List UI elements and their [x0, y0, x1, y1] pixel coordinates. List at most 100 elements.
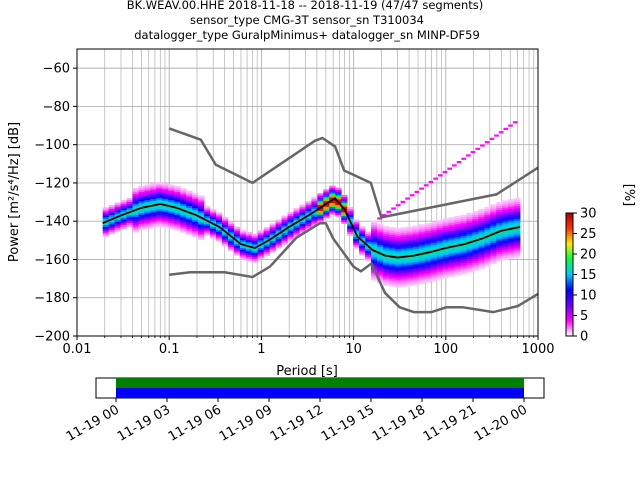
heatmap-cell	[245, 247, 253, 250]
heatmap-cell	[311, 197, 318, 200]
heatmap-cell	[102, 226, 109, 229]
heatmap-cell	[430, 275, 437, 278]
heatmap-cell	[382, 275, 390, 279]
heatmap-cell	[442, 248, 449, 252]
heatmap-cell	[317, 200, 324, 204]
heatmap-cell	[293, 227, 300, 230]
heatmap-cell	[132, 201, 139, 204]
heatmap-cell	[466, 247, 473, 250]
heatmap-cell	[210, 230, 217, 233]
heatmap-cell	[108, 206, 115, 210]
heatmap-cell	[371, 264, 378, 268]
heatmap-cell	[114, 225, 121, 228]
heatmap-cell	[365, 256, 372, 259]
heatmap-cell	[448, 247, 455, 250]
heatmap-cell	[323, 204, 330, 207]
timeline-tick-label: 11-19 06	[166, 402, 224, 444]
heatmap-cell	[341, 212, 348, 215]
heatmap-cell	[174, 210, 181, 214]
heatmap-cell	[454, 215, 461, 219]
heatmap-cell	[150, 185, 157, 188]
heatmap-cell	[323, 206, 330, 209]
heatmap-cell	[281, 221, 288, 224]
heatmap-cell	[269, 232, 276, 236]
heatmap-cell	[156, 210, 163, 214]
heatmap-cell	[341, 198, 348, 201]
heatmap-cell	[317, 197, 324, 200]
heatmap-cell	[496, 221, 503, 224]
heatmap-cell	[353, 240, 360, 243]
heatmap-cell	[502, 202, 509, 205]
heatmap-cell	[132, 193, 139, 196]
heatmap-cell	[448, 240, 455, 243]
heatmap-cell	[484, 214, 491, 217]
heatmap-cell	[150, 208, 157, 211]
heatmap-cell	[508, 223, 515, 227]
heatmap-cell	[186, 200, 193, 203]
heatmap-cell	[192, 234, 199, 238]
heatmap-cell	[108, 231, 115, 235]
heatmap-cell	[281, 219, 288, 222]
heatmap-cell	[132, 212, 139, 216]
heatmap-cell	[233, 243, 241, 246]
heatmap-cell	[478, 228, 485, 231]
heatmap-cell	[514, 207, 521, 210]
low-noise-model-line	[169, 222, 538, 314]
heatmap-cell	[162, 217, 169, 220]
heatmap-cell	[138, 214, 145, 217]
heatmap-cell	[162, 183, 169, 186]
heatmap-cell	[263, 244, 270, 247]
colorbar-tick-label: 5	[580, 309, 588, 324]
heatmap-cell	[430, 223, 437, 226]
heatmap-cell	[341, 221, 348, 224]
heatmap-cell	[478, 218, 485, 221]
heatmap-cell	[168, 188, 175, 191]
heatmap-cell	[418, 266, 426, 269]
heatmap-cell	[460, 256, 467, 260]
heatmap-cell	[448, 255, 455, 258]
heatmap-cell	[436, 244, 443, 248]
heatmap-cell	[490, 231, 497, 234]
heatmap-cell	[502, 230, 509, 234]
heatmap-cell	[466, 228, 473, 231]
heatmap-cell	[162, 206, 169, 209]
heatmap-cell	[388, 259, 396, 262]
heatmap-cell	[406, 251, 414, 254]
heatmap-cell	[281, 223, 288, 226]
heatmap-cell	[257, 230, 265, 233]
heatmap-cell	[478, 233, 485, 237]
heatmap-cell	[293, 213, 300, 217]
heatmap-cell	[478, 220, 485, 223]
heatmap-cell	[210, 211, 217, 214]
heatmap-cell	[424, 242, 431, 245]
heatmap-cell	[466, 216, 473, 219]
timeline-tick-label: 11-19 18	[370, 402, 428, 444]
heatmap-cell	[221, 222, 229, 225]
heatmap-cell	[216, 233, 223, 236]
heatmap-cell	[436, 262, 443, 265]
heatmap-cell	[490, 210, 497, 213]
heatmap-cell	[287, 232, 294, 236]
heatmap-cell	[221, 228, 229, 231]
heatmap-cell	[460, 251, 467, 254]
heatmap-cell	[114, 202, 121, 205]
heatmap-cell	[126, 201, 133, 204]
heatmap-cell	[388, 282, 396, 285]
heatmap-cell	[180, 226, 187, 229]
heatmap-cell	[496, 244, 503, 247]
heatmap-cell	[353, 229, 360, 232]
heatmap-cell	[496, 249, 503, 252]
heatmap-cell	[245, 237, 253, 240]
heatmap-cell	[180, 217, 187, 220]
heatmap-cell	[377, 235, 384, 238]
heatmap-cell	[478, 262, 485, 265]
heatmap-cell	[287, 236, 294, 239]
heatmap-cell	[508, 229, 515, 232]
heatmap-cell	[245, 254, 253, 258]
heatmap-cell	[382, 260, 390, 263]
heatmap-cell	[353, 244, 360, 247]
heatmap-cell	[138, 224, 145, 227]
heatmap-cell	[204, 208, 211, 211]
heatmap-cell	[448, 261, 455, 264]
heatmap-cell	[442, 268, 449, 271]
